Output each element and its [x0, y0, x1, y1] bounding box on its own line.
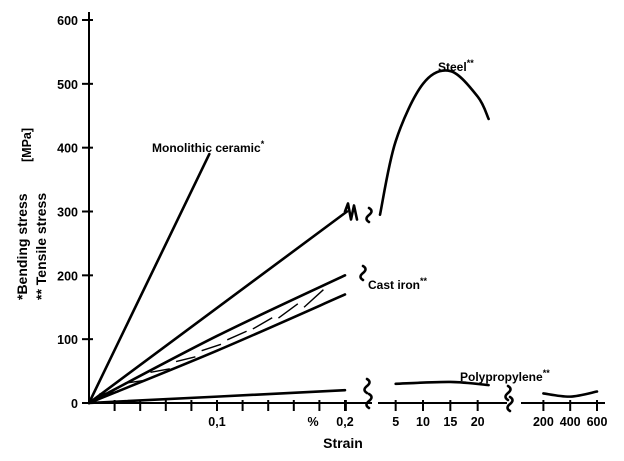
break-polypropylene-2 [504, 384, 512, 402]
x-tick-label: 15 [443, 415, 457, 429]
y-axis-title: *Bending stress [14, 193, 30, 300]
series-curves [87, 69, 599, 405]
y-tick-label-500: 500 [57, 78, 78, 92]
cast-iron-hatch [124, 379, 145, 384]
y-tick-label-600: 600 [57, 14, 78, 28]
break-cast-iron [359, 264, 367, 282]
break-polypropylene-1 [363, 377, 371, 395]
x-axis-title: Strain [323, 435, 363, 451]
x-tick-label: 0,1 [208, 415, 225, 429]
x-tick-label: 0,2 [336, 415, 353, 429]
y-axis-title-line-1: *Bending stress [14, 193, 30, 300]
series-steel-elastic [87, 210, 349, 405]
break-axis-2 [506, 395, 514, 413]
y-axis-title-line-2: ** Tensile stress [33, 193, 49, 300]
cast-iron-hatch [226, 330, 247, 341]
series-polypropylene-3 [542, 390, 599, 398]
series-steel-yield [343, 202, 359, 221]
cast-iron-hatch [201, 343, 222, 352]
y-tick-label-200: 200 [57, 269, 78, 283]
x-tick-label: 20 [471, 415, 485, 429]
y-axis-ticks: 0 100 200 300 400 500 600 [57, 14, 93, 411]
y-axis-unit: [MPa] [20, 128, 34, 162]
y-tick-label-0: 0 [71, 397, 78, 411]
break-steel [365, 206, 373, 224]
series-cast-iron-upper [87, 274, 347, 405]
x-tick-label: 200 [533, 415, 554, 429]
x-tick-label: 10 [416, 415, 430, 429]
label-steel: Steel** [438, 58, 474, 74]
x-axis-ticks: 0,1% 0,2 5 10 15 20 200 400 600 [113, 400, 608, 429]
y-tick-label-100: 100 [57, 333, 78, 347]
series-monolithic-ceramic [87, 152, 211, 405]
x-tick-label: % [307, 415, 318, 429]
cast-iron-hatch [150, 368, 170, 374]
label-polypropylene: Polypropylene** [460, 368, 550, 384]
axes [88, 12, 605, 404]
cast-iron-hatch [303, 289, 324, 308]
cast-iron-hatch [278, 303, 299, 319]
y-tick-label-400: 400 [57, 142, 78, 156]
series-cast-iron-lower [87, 293, 347, 405]
series-polypropylene-1 [87, 388, 347, 405]
y-axis-unit-label: [MPa] [20, 128, 34, 162]
cast-iron-hatch [99, 391, 119, 395]
x-tick-label: 600 [587, 415, 608, 429]
series-polypropylene-2 [394, 380, 490, 387]
break-axis-1 [365, 392, 373, 410]
x-tick-label: 5 [392, 415, 399, 429]
y-axis-title-2: ** Tensile stress [33, 193, 49, 300]
label-monolithic-ceramic: Monolithic ceramic* [152, 139, 265, 155]
series-steel-plastic [378, 69, 490, 216]
axis-breaks [359, 206, 514, 413]
y-tick-label-300: 300 [57, 206, 78, 220]
x-tick-label: 400 [560, 415, 581, 429]
cast-iron-hatch [175, 356, 196, 363]
label-cast-iron: Cast iron** [368, 276, 428, 292]
cast-iron-hatch [252, 317, 273, 330]
